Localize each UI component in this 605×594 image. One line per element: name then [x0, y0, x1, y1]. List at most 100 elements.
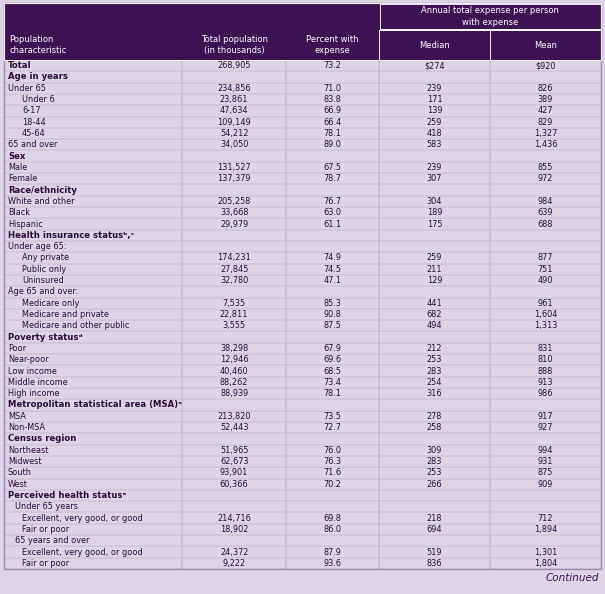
Text: 88,262: 88,262	[220, 378, 248, 387]
Text: 986: 986	[538, 389, 553, 398]
Bar	[4, 354, 601, 365]
Text: Non-MSA: Non-MSA	[8, 423, 45, 432]
Text: 88,939: 88,939	[220, 389, 248, 398]
Bar	[4, 150, 601, 162]
Text: MSA: MSA	[8, 412, 26, 421]
Text: 1,894: 1,894	[534, 525, 557, 534]
Text: 9,222: 9,222	[223, 559, 246, 568]
Bar	[4, 71, 601, 83]
Text: 52,443: 52,443	[220, 423, 249, 432]
Text: 283: 283	[427, 457, 442, 466]
Text: 189: 189	[427, 208, 442, 217]
Bar	[4, 546, 601, 558]
Text: 218: 218	[427, 514, 442, 523]
Text: 71.0: 71.0	[324, 84, 342, 93]
Bar	[4, 230, 601, 241]
Bar	[4, 162, 601, 173]
Text: 205,258: 205,258	[217, 197, 251, 206]
Bar	[4, 343, 601, 354]
Text: 6-17: 6-17	[22, 106, 41, 115]
Text: 83.8: 83.8	[324, 95, 342, 104]
Bar	[4, 196, 601, 207]
Text: 239: 239	[427, 163, 442, 172]
Text: 211: 211	[427, 265, 442, 274]
Text: 74.9: 74.9	[324, 254, 342, 263]
Text: 78.1: 78.1	[324, 129, 342, 138]
Bar	[4, 139, 601, 150]
Text: 174,231: 174,231	[217, 254, 251, 263]
Text: 259: 259	[427, 118, 442, 127]
Bar	[4, 275, 601, 286]
Text: 24,372: 24,372	[220, 548, 248, 557]
Text: Male: Male	[8, 163, 27, 172]
Text: 73.2: 73.2	[324, 61, 342, 70]
Text: 18-44: 18-44	[22, 118, 46, 127]
Text: 22,811: 22,811	[220, 310, 249, 319]
Text: 877: 877	[538, 254, 553, 263]
Text: 972: 972	[538, 174, 553, 184]
Text: 266: 266	[427, 480, 442, 489]
Text: 441: 441	[427, 299, 442, 308]
Bar	[4, 490, 601, 501]
Text: 239: 239	[427, 84, 442, 93]
Text: Sex: Sex	[8, 151, 25, 160]
Text: Black: Black	[8, 208, 30, 217]
Bar	[4, 105, 601, 116]
Text: 54,212: 54,212	[220, 129, 249, 138]
Text: 751: 751	[538, 265, 553, 274]
Text: Metropolitan statistical area (MSA)ᵉ: Metropolitan statistical area (MSA)ᵉ	[8, 400, 182, 409]
Text: 1,604: 1,604	[534, 310, 557, 319]
Bar	[4, 3, 601, 60]
Text: 931: 931	[538, 457, 553, 466]
Text: Northeast: Northeast	[8, 446, 48, 455]
Text: 1,301: 1,301	[534, 548, 557, 557]
Text: 73.4: 73.4	[324, 378, 342, 387]
Text: 129: 129	[427, 276, 442, 285]
Bar	[4, 3, 601, 30]
Text: $920: $920	[535, 61, 556, 70]
Text: $274: $274	[424, 61, 445, 70]
Text: 71.6: 71.6	[324, 468, 342, 478]
Text: 69.8: 69.8	[324, 514, 342, 523]
Text: Population
characteristic: Population characteristic	[9, 35, 67, 55]
Text: 23,861: 23,861	[220, 95, 249, 104]
Bar	[4, 456, 601, 467]
Text: 307: 307	[427, 174, 442, 184]
Bar	[4, 365, 601, 377]
Text: Under age 65:: Under age 65:	[8, 242, 67, 251]
Text: Census region: Census region	[8, 434, 76, 444]
Text: White and other: White and other	[8, 197, 74, 206]
Text: 213,820: 213,820	[217, 412, 251, 421]
Text: 86.0: 86.0	[324, 525, 342, 534]
Text: Age 65 and over:: Age 65 and over:	[8, 287, 79, 296]
Text: Median: Median	[419, 40, 450, 49]
Text: 76.0: 76.0	[324, 446, 342, 455]
Bar	[4, 60, 601, 71]
Text: Hispanic: Hispanic	[8, 220, 43, 229]
Text: 89.0: 89.0	[324, 140, 342, 149]
Text: 47,634: 47,634	[220, 106, 249, 115]
Text: 66.4: 66.4	[324, 118, 342, 127]
Text: 33,668: 33,668	[220, 208, 249, 217]
Bar	[4, 320, 601, 331]
Text: 29,979: 29,979	[220, 220, 248, 229]
Text: 175: 175	[427, 220, 442, 229]
Text: 1,327: 1,327	[534, 129, 557, 138]
Text: Fair or poor: Fair or poor	[22, 559, 69, 568]
Text: Excellent, very good, or good: Excellent, very good, or good	[22, 514, 143, 523]
Text: 137,379: 137,379	[217, 174, 251, 184]
Text: 65 and over: 65 and over	[8, 140, 57, 149]
Text: 831: 831	[538, 344, 553, 353]
Text: 418: 418	[427, 129, 442, 138]
Bar	[4, 410, 601, 422]
Text: 234,856: 234,856	[217, 84, 251, 93]
Bar	[4, 30, 601, 60]
Text: 1,436: 1,436	[534, 140, 557, 149]
Bar	[4, 535, 601, 546]
Text: 826: 826	[538, 84, 553, 93]
Text: 682: 682	[427, 310, 442, 319]
Text: 316: 316	[427, 389, 442, 398]
Bar	[4, 83, 601, 94]
Bar	[4, 219, 601, 230]
Text: 1,804: 1,804	[534, 559, 557, 568]
